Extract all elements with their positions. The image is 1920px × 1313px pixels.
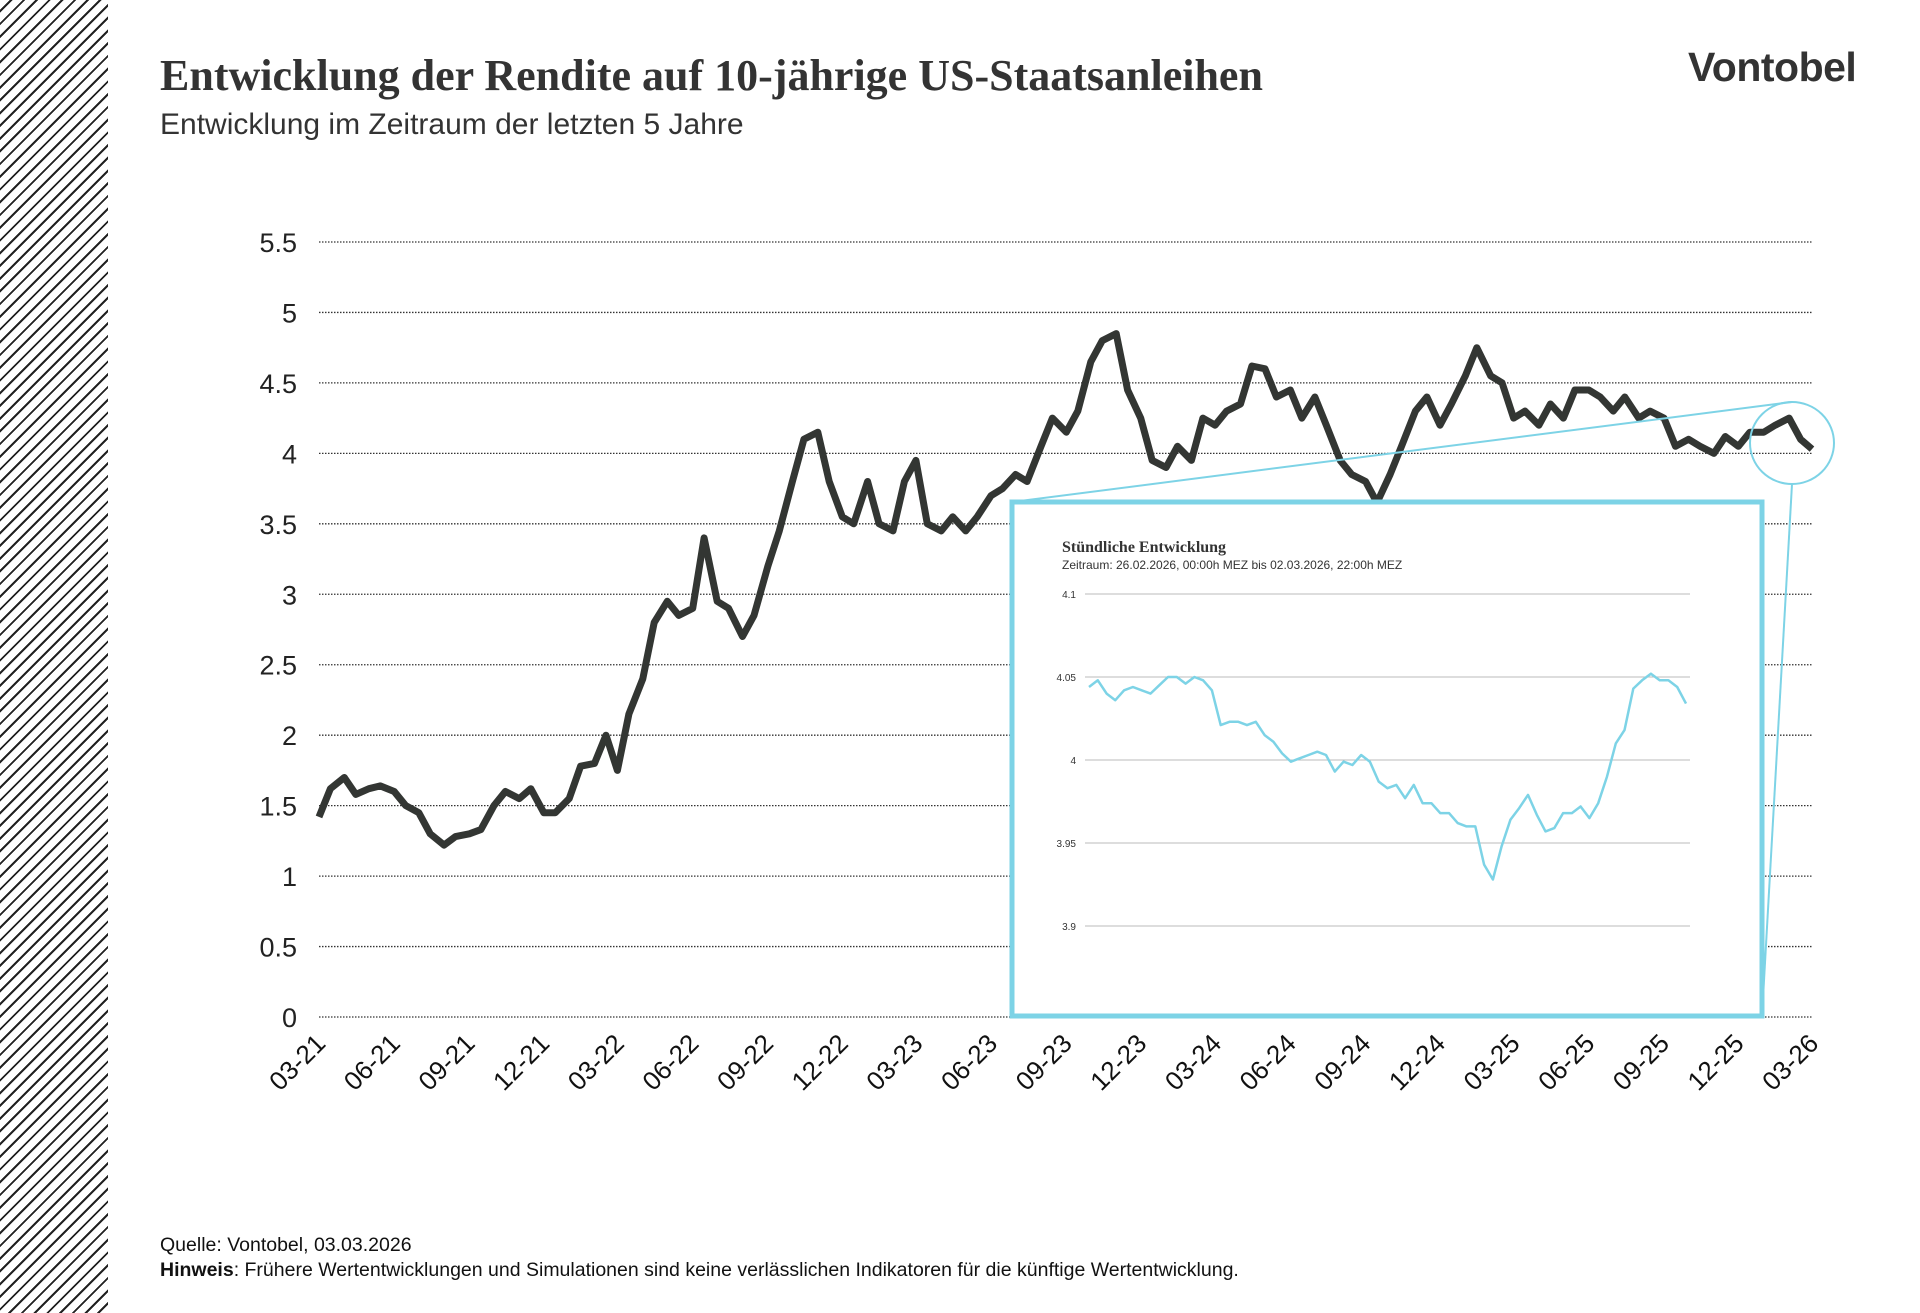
inset-y-tick-label: 4.05 [1057,673,1077,684]
y-tick-label: 5.5 [259,228,297,258]
footer: Quelle: Vontobel, 03.03.2026 Hinweis: Fr… [160,1233,1239,1283]
connector-line [1011,401,1793,503]
x-tick-label: 09-22 [711,1028,779,1096]
y-tick-label: 1.5 [259,792,297,822]
x-tick-label: 06-22 [636,1028,704,1096]
x-tick-label: 12-25 [1681,1028,1749,1096]
x-tick-label: 06-21 [338,1028,406,1096]
x-tick-label: 12-24 [1383,1028,1451,1096]
y-tick-label: 3 [282,580,297,610]
y-tick-label: 0.5 [259,933,297,963]
inset-y-tick-label: 4.1 [1062,590,1076,601]
x-tick-label: 03-22 [562,1028,630,1096]
inset-y-tick-label: 4 [1070,756,1076,767]
series-line-yield [315,330,1815,849]
y-tick-label: 3.5 [259,510,297,540]
y-tick-label: 1 [282,862,297,892]
y-tick-label: 2.5 [259,651,297,681]
inset-subtitle: Zeitraum: 26.02.2026, 00:00h MEZ bis 02.… [1062,558,1402,572]
x-tick-label: 03-21 [263,1028,331,1096]
x-tick-label: 06-23 [935,1028,1003,1096]
inset-series-line [1088,672,1688,881]
x-tick-label: 09-21 [412,1028,480,1096]
hatched-side-strip [0,0,108,1313]
disclaimer: Hinweis: Frühere Wertentwicklungen und S… [160,1258,1239,1283]
page-title: Entwicklung der Rendite auf 10-jährige U… [160,51,1263,100]
x-tick-label: 09-24 [1308,1028,1376,1096]
x-tick-label: 06-24 [1233,1028,1301,1096]
x-tick-label: 09-23 [1010,1028,1078,1096]
y-tick-label: 0 [282,1003,297,1033]
x-tick-label: 03-23 [860,1028,928,1096]
x-tick-label: 06-25 [1532,1028,1600,1096]
y-tick-label: 4.5 [259,369,297,399]
vontobel-logo: Vontobel [1688,44,1857,90]
disclaimer-label: Hinweis [160,1259,234,1281]
inset-y-tick-label: 3.9 [1062,922,1076,933]
inset-frame [1009,499,1765,1019]
x-tick-label: 12-23 [1084,1028,1152,1096]
connector-line [1761,483,1793,1017]
y-tick-label: 5 [282,298,297,328]
x-tick-label: 03-24 [1159,1028,1227,1096]
inset-y-tick-label: 3.95 [1057,839,1077,850]
source-note: Quelle: Vontobel, 03.03.2026 [160,1234,412,1256]
x-tick-label: 12-21 [487,1028,555,1096]
page-subtitle: Entwicklung im Zeitraum der letzten 5 Ja… [160,108,744,141]
y-tick-label: 4 [282,439,297,469]
disclaimer-text: : Frühere Wertentwicklungen und Simulati… [233,1259,1239,1281]
inset-title: Stündliche Entwicklung [1062,539,1226,556]
zoom-highlight-circle [1749,401,1835,485]
x-tick-label: 03-26 [1756,1028,1824,1096]
x-tick-label: 12-22 [786,1028,854,1096]
y-tick-label: 2 [282,721,297,751]
x-tick-label: 09-25 [1607,1028,1675,1096]
x-tick-label: 03-25 [1457,1028,1525,1096]
